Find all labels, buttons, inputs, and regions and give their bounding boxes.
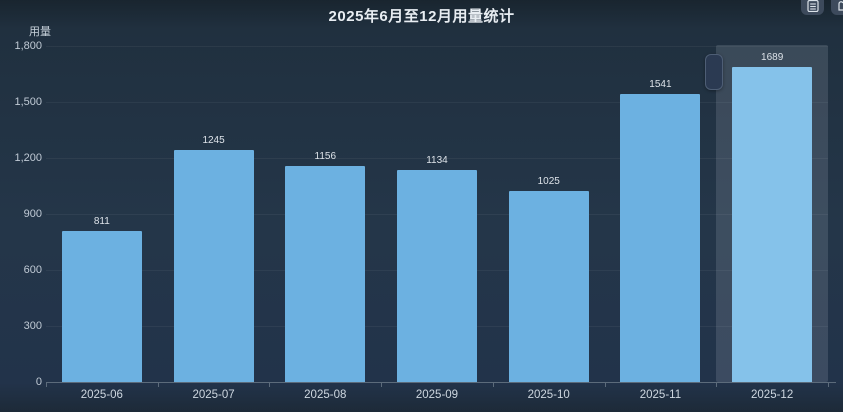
bar-value-label: 811 bbox=[93, 215, 110, 227]
x-axis-tick bbox=[157, 383, 159, 387]
y-tick-label: 900 bbox=[23, 208, 42, 220]
bar-2025-08[interactable] bbox=[285, 166, 366, 382]
bar-2025-11[interactable] bbox=[620, 94, 701, 382]
bar-value-label: 1025 bbox=[537, 175, 560, 187]
bar-2025-09[interactable] bbox=[397, 170, 477, 382]
bar-2025-06[interactable] bbox=[61, 230, 142, 382]
x-tick-label-2025-10: 2025-10 bbox=[527, 389, 570, 401]
save-image-button[interactable] bbox=[831, 0, 843, 15]
y-tick-label: 0 bbox=[35, 376, 42, 388]
y-tick-label: 1,800 bbox=[14, 40, 42, 52]
y-tick-label: 1,200 bbox=[14, 152, 42, 164]
x-axis-tick bbox=[492, 383, 494, 387]
bar-2025-07[interactable] bbox=[173, 149, 254, 382]
x-tick-label-2025-07: 2025-07 bbox=[192, 389, 235, 401]
data-view-button[interactable] bbox=[801, 0, 824, 15]
x-tick-label-2025-08: 2025-08 bbox=[304, 389, 347, 401]
x-tick-label-2025-12: 2025-12 bbox=[751, 389, 794, 401]
data-view-icon bbox=[806, 0, 819, 12]
y-tick-label: 1,500 bbox=[14, 96, 42, 108]
y-axis-title: 用量 bbox=[29, 26, 51, 38]
x-axis-line bbox=[46, 382, 836, 383]
bar-value-label: 1541 bbox=[649, 79, 672, 91]
y-tick-label: 300 bbox=[23, 320, 42, 332]
x-axis-tick bbox=[716, 383, 718, 387]
x-axis-tick bbox=[604, 383, 606, 387]
x-tick-label-2025-09: 2025-09 bbox=[415, 389, 459, 401]
x-axis-tick bbox=[46, 383, 47, 387]
bar-value-label: 1156 bbox=[314, 151, 337, 163]
x-axis-tick bbox=[269, 383, 271, 387]
x-axis-tick bbox=[381, 383, 383, 387]
gridline bbox=[46, 46, 828, 47]
save-image-icon bbox=[837, 0, 843, 12]
gridline bbox=[46, 158, 828, 159]
y-tick-label: 600 bbox=[23, 264, 42, 276]
x-tick-label-2025-06: 2025-06 bbox=[80, 389, 123, 401]
bar-value-label: 1689 bbox=[761, 51, 784, 63]
x-axis-tick bbox=[828, 383, 829, 387]
gridline bbox=[46, 102, 828, 103]
chart-title: 2025年6月至12月用量统计 bbox=[328, 8, 515, 25]
bar-2025-12[interactable] bbox=[732, 66, 813, 382]
bar-value-label: 1134 bbox=[426, 155, 448, 167]
x-tick-label-2025-11: 2025-11 bbox=[639, 389, 682, 401]
bar-2025-10[interactable] bbox=[508, 190, 589, 382]
overlay-handle[interactable] bbox=[705, 54, 723, 90]
bar-value-label: 1245 bbox=[202, 134, 225, 146]
